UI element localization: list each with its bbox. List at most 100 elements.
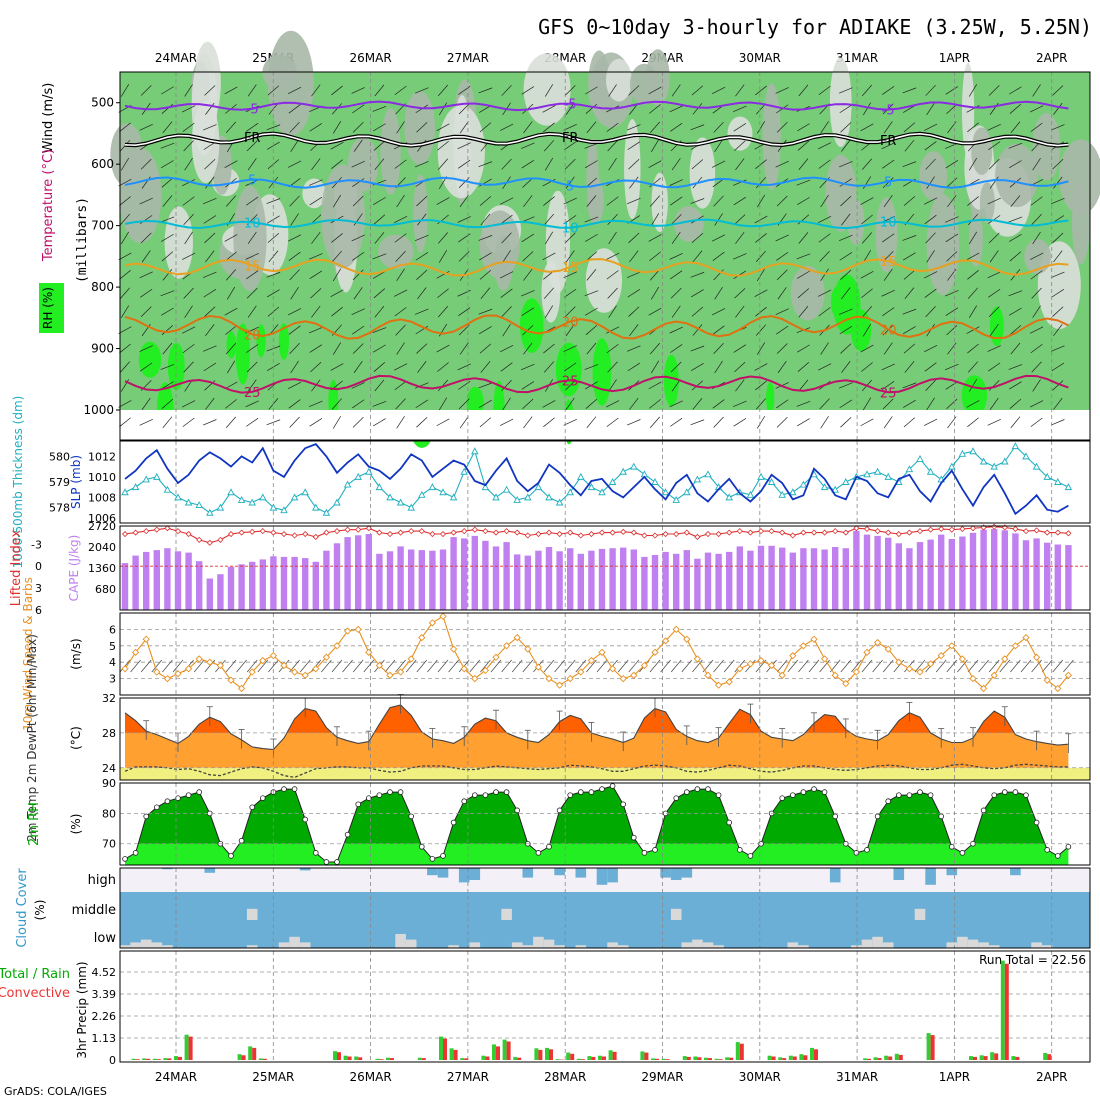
precip-total-bar-20: [333, 1051, 337, 1060]
thickness-point-16: [290, 493, 299, 501]
upper-wind-barb: [564, 85, 576, 96]
upper-wind-barb: [818, 233, 831, 243]
cape-bar-32: [461, 538, 468, 610]
rh-dry-blob-44: [979, 182, 995, 224]
upper-wind-barb: [436, 271, 450, 279]
upper-wind-barb: [310, 288, 322, 299]
upper-wind-barb: [563, 345, 577, 352]
cloud-low-bar-3: [151, 942, 163, 948]
precip-conv-bar-24: [379, 1059, 384, 1060]
upper-wind-barb: [119, 343, 131, 354]
upper-wind-barb: [182, 326, 196, 334]
upper-wind-barb: [606, 326, 620, 334]
rh-point-57: [726, 819, 732, 826]
wind10-point-76: [926, 660, 935, 668]
upper-wind-barb: [224, 307, 238, 316]
cloud-low-bar-81: [978, 942, 989, 948]
lifted-index-point-19: [323, 529, 330, 536]
wind10-point-47: [619, 674, 627, 683]
rh-point-3: [154, 804, 160, 811]
wind10-barb-27: [405, 659, 417, 673]
cloud-high-bar-41: [554, 868, 565, 876]
lifted-index-point-76: [927, 526, 934, 533]
precip-conv-bar-58: [739, 1043, 744, 1060]
upper-wind-barb: [394, 289, 408, 297]
lifted-index-point-54: [694, 533, 701, 541]
wind10-barb-22: [352, 659, 364, 673]
upper-wind-barb: [309, 270, 323, 279]
upper-wind-barb: [247, 305, 257, 318]
lifted-index-point-51: [662, 530, 669, 538]
upper-wind-barb: [203, 289, 217, 298]
upper-wind-barb: [628, 159, 640, 170]
lifted-index-point-82: [991, 523, 998, 530]
precip-total-bar-43: [576, 1058, 581, 1060]
precip-ytick-2.26: 2.26: [92, 1010, 117, 1023]
upper-wind-barb: [1009, 251, 1022, 262]
upper-wind-barb: [120, 84, 130, 97]
date-label-bottom-6: 30MAR: [739, 1070, 781, 1084]
wind10-point-31: [449, 645, 458, 653]
thickness-point-30: [439, 488, 447, 496]
wind10-barb-83: [999, 659, 1011, 673]
upper-wind-barb: [352, 399, 365, 409]
wind10-barb-43: [575, 659, 587, 673]
cloud-middle-bar-36: [501, 908, 512, 920]
upper-wind-barb: [203, 345, 217, 352]
lifted-index-point-58: [736, 528, 743, 535]
cloud-low-bar-40: [543, 939, 555, 948]
cape-bar-27: [408, 549, 415, 610]
upper-wind-barb: [733, 105, 747, 112]
isotherm-label-20-2: 20: [880, 323, 897, 338]
thickness-point-81: [979, 457, 988, 465]
cape-bar-11: [238, 564, 245, 610]
cape-bar-30: [439, 549, 447, 610]
upper-wind-barb: [968, 379, 978, 392]
panel-frame-4: [119, 697, 1091, 781]
precip-total-bar-1: [131, 1058, 136, 1060]
upper-wind-barb: [521, 290, 535, 297]
upper-wind-barb: [289, 343, 300, 355]
wind10-ytick-4: 4: [109, 656, 116, 669]
upper-wind-barb: [818, 363, 832, 371]
upper-wind-barb: [289, 269, 300, 281]
upper-wind-barb: [584, 364, 599, 370]
upper-wind-barb: [862, 176, 872, 189]
upper-wind-barb: [883, 342, 893, 355]
rh-dry-blob-24: [588, 50, 611, 118]
thickness-point-46: [608, 478, 617, 485]
wind10-barb-63: [787, 659, 799, 673]
cape-bar-3: [153, 550, 160, 610]
upper-wind-barb: [925, 232, 936, 244]
upper-wind-barb: [120, 305, 130, 319]
upper-wind-barb: [840, 343, 852, 354]
upper-wind-barb: [946, 177, 958, 188]
thickness-point-19: [322, 508, 331, 516]
precip-conv-bar-57: [729, 1057, 734, 1060]
rh-point-54: [694, 786, 701, 792]
upper-wind-barb: [841, 287, 851, 300]
upper-wind-barb: [902, 87, 917, 94]
rh-dry-blob-46: [164, 206, 193, 279]
wind10-barb-78: [946, 659, 958, 673]
wind10-point-33: [471, 674, 479, 683]
rh-dry-blob-67: [962, 62, 975, 159]
upper-wind-barb: [309, 400, 323, 407]
upper-wind-barb: [755, 85, 767, 96]
upper-wind-barb: [436, 197, 450, 205]
rh-point-32: [461, 798, 468, 805]
upper-wind-barb: [691, 232, 704, 243]
wind10-point-26: [396, 668, 405, 676]
upper-wind-barb: [670, 122, 683, 132]
precip-total-bar-44: [587, 1056, 592, 1060]
upper-wind-barb: [564, 158, 576, 170]
precip-conv-bar-55: [708, 1058, 712, 1060]
lifted-index-point-36: [503, 528, 510, 535]
rh-moist-blob-2: [256, 324, 266, 358]
upper-wind-barb: [819, 250, 830, 262]
upper-wind-barb: [926, 176, 935, 189]
upper-wind-barb: [861, 362, 873, 372]
wind10-barb-65: [808, 659, 820, 673]
isotherm-10: [124, 218, 1069, 230]
